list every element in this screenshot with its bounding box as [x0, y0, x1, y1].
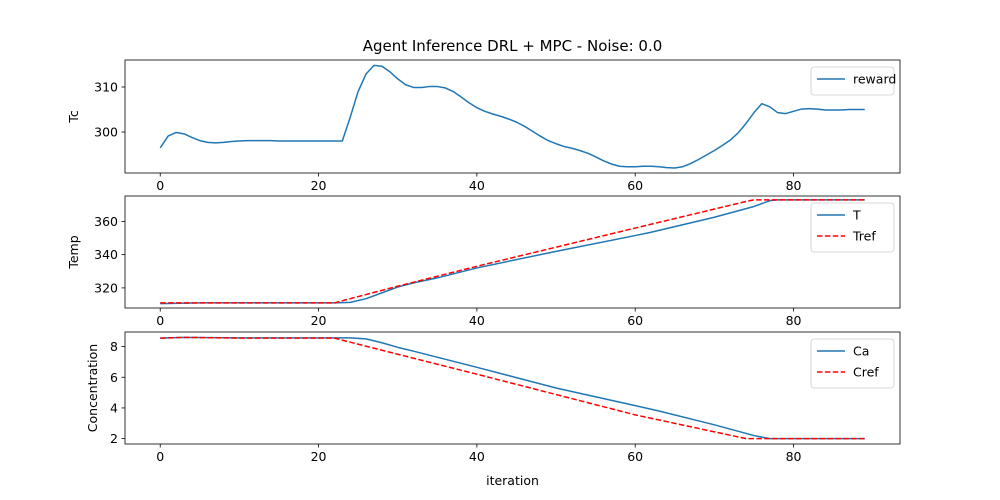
- series-line-reward: [159, 64, 865, 169]
- x-axis-label: iteration: [486, 473, 539, 488]
- y-axis-label: Temp: [66, 235, 81, 269]
- legend-label-reward: reward: [853, 72, 896, 87]
- axes-2: 0 20 40 60 80 320 340 360 Temp T Tref: [66, 195, 901, 328]
- legend-box: [810, 66, 895, 96]
- y-tick-label: 360: [94, 214, 118, 229]
- y-tick-label: 8: [110, 339, 118, 354]
- series-line-tref: [160, 199, 865, 304]
- x-tick-label: 80: [786, 178, 802, 193]
- y-tick-label: 300: [94, 125, 118, 140]
- x-tick-label: 80: [786, 313, 802, 328]
- legend: reward: [810, 66, 896, 96]
- y-tick-label: 4: [110, 400, 118, 415]
- x-tick-label: 0: [156, 178, 164, 193]
- y-axis-label: Concentration: [85, 344, 100, 432]
- y-tick-label: 340: [94, 247, 118, 262]
- x-tick-label: 20: [311, 178, 327, 193]
- x-tick-label: 60: [627, 449, 643, 464]
- y-tick-label: 6: [110, 370, 118, 385]
- x-tick-label: 20: [311, 313, 327, 328]
- legend-label-ca: Ca: [853, 344, 869, 359]
- axes-1: 0 20 40 60 80 300 310 Tc reward: [66, 59, 901, 193]
- axes-frame: [124, 331, 901, 445]
- y-tick-label: 310: [94, 80, 118, 95]
- legend: Ca Cref: [810, 338, 895, 389]
- axes-3: 0 20 40 60 80 2 4 6 8 Concentration iteration Ca Cre…: [85, 331, 901, 488]
- series-line-cref: [160, 336, 865, 440]
- x-tick-label: 0: [156, 449, 164, 464]
- axes-frame: [124, 195, 901, 309]
- x-tick-label: 40: [469, 449, 485, 464]
- x-tick-label: 40: [469, 178, 485, 193]
- x-tick-label: 60: [627, 313, 643, 328]
- chart-title: Agent Inference DRL + MPC - Noise: 0.0: [363, 37, 663, 55]
- legend-label-cref: Cref: [853, 365, 879, 380]
- x-tick-label: 0: [156, 313, 164, 328]
- legend-label-tref: Tref: [852, 229, 876, 244]
- legend-label-t: T: [852, 208, 861, 223]
- x-tick-label: 80: [786, 449, 802, 464]
- y-tick-label: 2: [110, 431, 118, 446]
- x-tick-label: 40: [469, 313, 485, 328]
- legend: T Tref: [810, 202, 895, 253]
- x-tick-label: 20: [311, 449, 327, 464]
- y-axis-label: Tc: [66, 110, 81, 124]
- x-tick-label: 60: [627, 178, 643, 193]
- y-tick-label: 320: [94, 280, 118, 295]
- axes-frame: [124, 59, 901, 174]
